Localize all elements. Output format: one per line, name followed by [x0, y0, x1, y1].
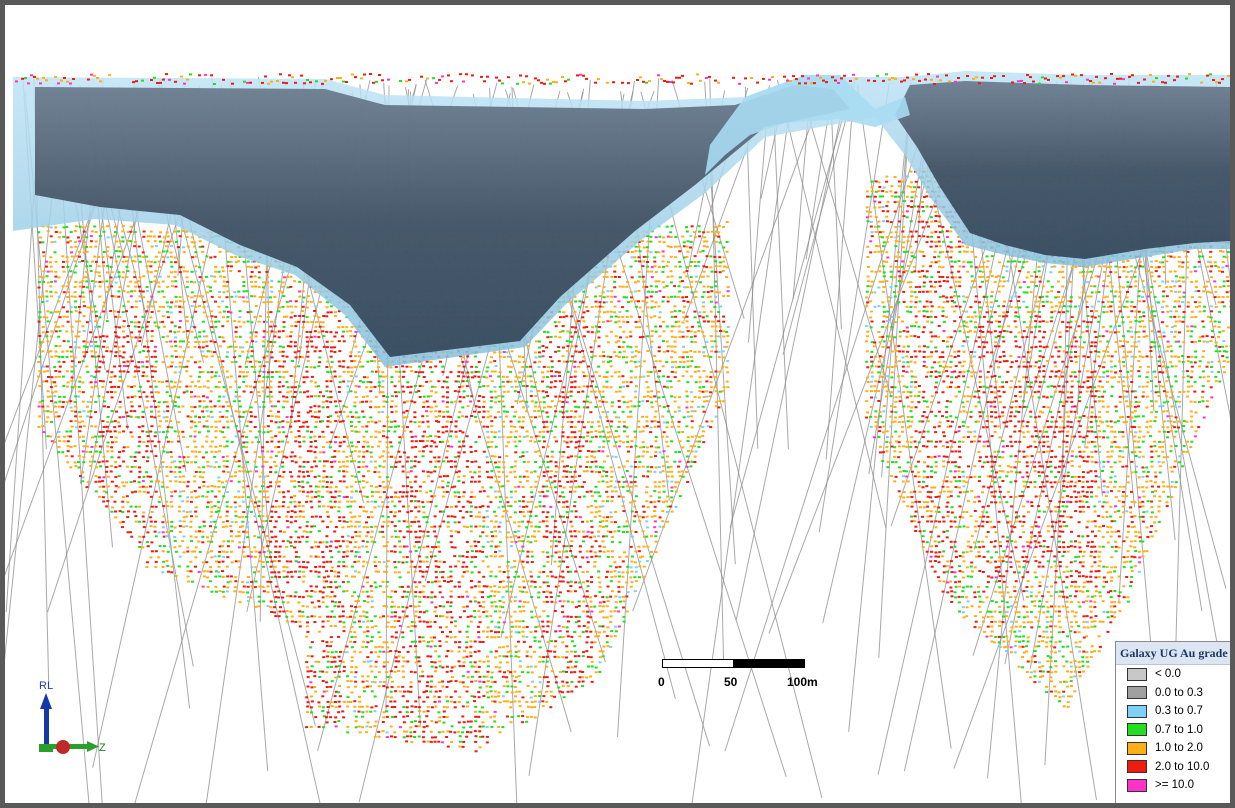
- legend-title: Galaxy UG Au grade: [1116, 642, 1230, 665]
- grade-legend: Galaxy UG Au grade < 0.0 0.0 to 0.3 0.3 to…: [1115, 641, 1230, 803]
- legend-label: >= 10.0: [1155, 779, 1195, 792]
- scale-label-50: 50: [724, 675, 738, 689]
- scale-label-100m: 100m: [787, 675, 818, 689]
- legend-swatch: [1127, 704, 1147, 718]
- legend-item: < 0.0: [1116, 665, 1230, 684]
- legend-swatch: [1127, 741, 1147, 755]
- legend-label: 0.7 to 1.0: [1155, 723, 1203, 736]
- scale-label-0: 0: [658, 675, 665, 689]
- legend-swatch: [1127, 760, 1147, 774]
- legend-label: < 0.0: [1155, 668, 1181, 681]
- pit-east-floor: [895, 81, 1230, 259]
- legend-label: 2.0 to 10.0: [1155, 760, 1210, 773]
- 3d-scene[interactable]: [5, 5, 1235, 808]
- scale-bar-black-segment: [733, 659, 805, 668]
- pit-west-floor: [35, 85, 850, 357]
- legend-swatch: [1127, 778, 1147, 792]
- legend-label: 0.3 to 0.7: [1155, 705, 1203, 718]
- legend-swatch: [1127, 686, 1147, 700]
- legend-item: >= 10.0: [1116, 776, 1230, 795]
- legend-item: 0.3 to 0.7: [1116, 702, 1230, 721]
- pit-ridge: [705, 75, 910, 175]
- scale-bar-white-segment: [662, 659, 734, 668]
- legend-item: 2.0 to 10.0: [1116, 758, 1230, 777]
- z-axis-label: Z: [99, 742, 106, 754]
- surface-collars: [15, 73, 1230, 85]
- legend-item: 1.0 to 2.0: [1116, 739, 1230, 758]
- right-arrow-icon: [87, 741, 99, 752]
- legend-item: 0.0 to 0.3: [1116, 684, 1230, 703]
- legend-swatch: [1127, 667, 1147, 681]
- legend-item: 0.7 to 1.0: [1116, 721, 1230, 740]
- legend-label: 1.0 to 2.0: [1155, 742, 1203, 755]
- rl-axis-label: RL: [39, 680, 53, 692]
- legend-items: < 0.0 0.0 to 0.3 0.3 to 0.7 0.7 to 1.0 1.0 t…: [1116, 665, 1230, 795]
- legend-label: 0.0 to 0.3: [1155, 686, 1203, 699]
- legend-swatch: [1127, 723, 1147, 737]
- open-pit-shell: [13, 71, 1230, 367]
- axis-triad: RL Z: [33, 675, 123, 765]
- up-arrow-icon: [40, 693, 52, 709]
- scale-bar: 0 50 100m: [655, 655, 825, 695]
- origin-marker-icon: [56, 740, 70, 754]
